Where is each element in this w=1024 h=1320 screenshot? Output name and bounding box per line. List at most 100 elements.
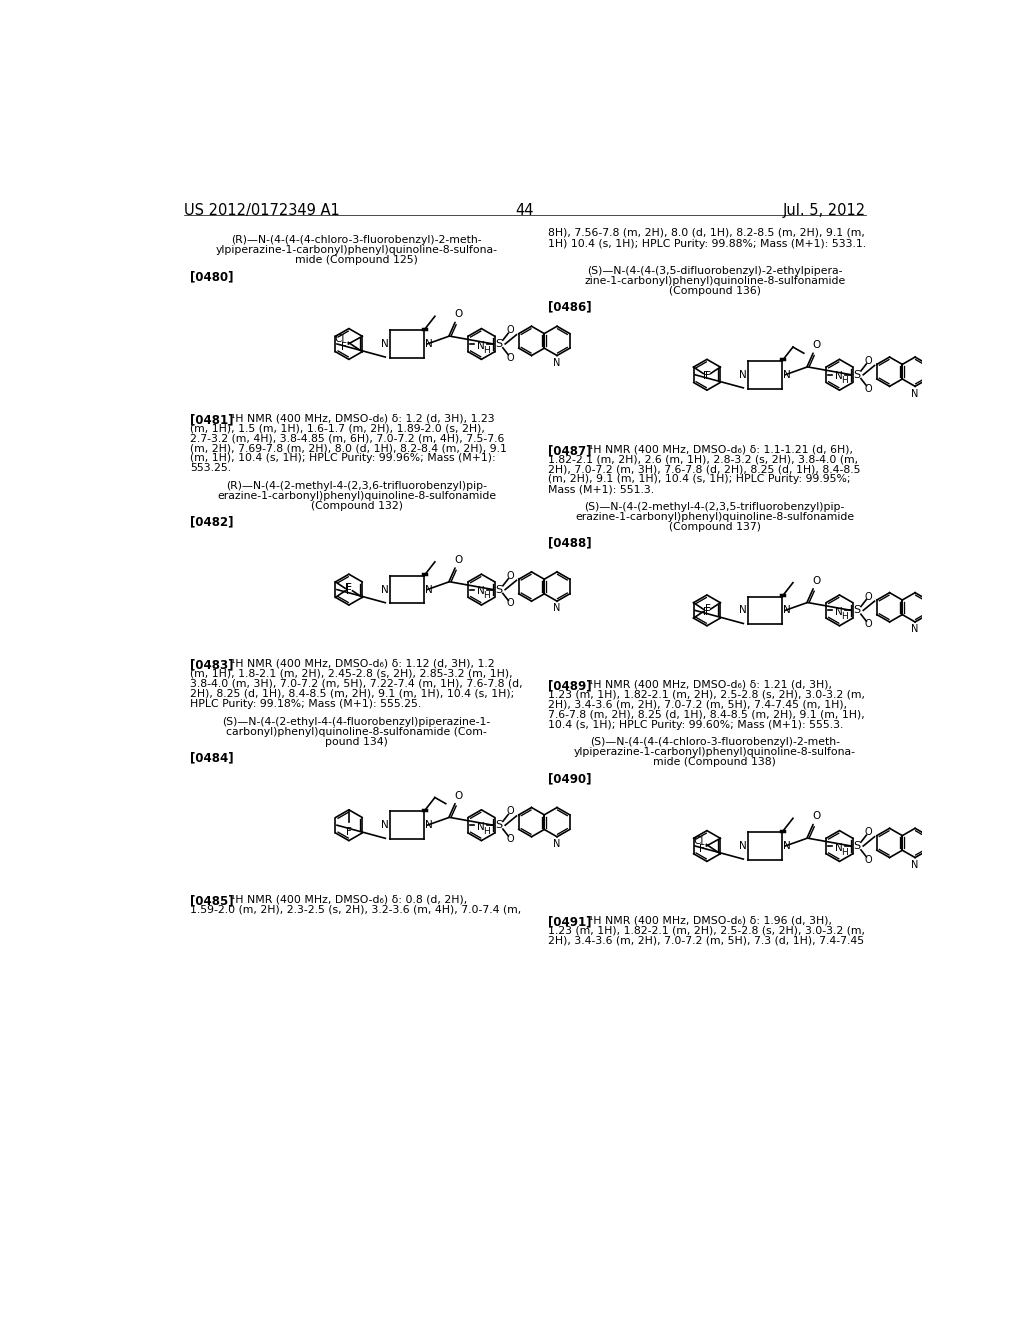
- Text: O: O: [506, 570, 514, 581]
- Text: [0485]: [0485]: [190, 895, 233, 908]
- Text: O: O: [506, 325, 514, 335]
- Text: ¹H NMR (400 MHz, DMSO-d₆) δ: 1.21 (d, 3H),: ¹H NMR (400 MHz, DMSO-d₆) δ: 1.21 (d, 3H…: [583, 680, 833, 689]
- Text: N: N: [553, 603, 561, 614]
- Text: F: F: [703, 371, 710, 381]
- Text: (R)—N-(4-(4-(4-chloro-3-fluorobenzyl)-2-meth-: (R)—N-(4-(4-(4-chloro-3-fluorobenzyl)-2-…: [231, 235, 482, 246]
- Text: US 2012/0172349 A1: US 2012/0172349 A1: [183, 203, 340, 218]
- Text: N: N: [553, 840, 561, 849]
- Text: 44: 44: [515, 203, 535, 218]
- Text: (m, 1H), 1.8-2.1 (m, 2H), 2.45-2.8 (s, 2H), 2.85-3.2 (m, 1H),: (m, 1H), 1.8-2.1 (m, 2H), 2.45-2.8 (s, 2…: [190, 669, 513, 678]
- Text: S: S: [853, 606, 860, 615]
- Text: 1.23 (m, 1H), 1.82-2.1 (m, 2H), 2.5-2.8 (s, 2H), 3.0-3.2 (m,: 1.23 (m, 1H), 1.82-2.1 (m, 2H), 2.5-2.8 …: [548, 925, 865, 936]
- Text: S: S: [853, 370, 860, 380]
- Text: N: N: [739, 841, 748, 851]
- Text: H: H: [483, 591, 489, 601]
- Text: 2H), 7.0-7.2 (m, 3H), 7.6-7.8 (d, 2H), 8.25 (d, 1H), 8.4-8.5: 2H), 7.0-7.2 (m, 3H), 7.6-7.8 (d, 2H), 8…: [548, 465, 860, 474]
- Text: (S)—N-(4-(2-ethyl-4-(4-fluorobenzyl)piperazine-1-: (S)—N-(4-(2-ethyl-4-(4-fluorobenzyl)pipe…: [222, 717, 490, 726]
- Text: F: F: [346, 826, 352, 837]
- Text: [0484]: [0484]: [190, 751, 233, 764]
- Text: mide (Compound 138): mide (Compound 138): [653, 758, 776, 767]
- Text: 2H), 8.25 (d, 1H), 8.4-8.5 (m, 2H), 9.1 (m, 1H), 10.4 (s, 1H);: 2H), 8.25 (d, 1H), 8.4-8.5 (m, 2H), 9.1 …: [190, 689, 514, 698]
- Text: 3.8-4.0 (m, 3H), 7.0-7.2 (m, 5H), 7.22-7.4 (m, 1H), 7.6-7.8 (d,: 3.8-4.0 (m, 3H), 7.0-7.2 (m, 5H), 7.22-7…: [190, 678, 522, 689]
- Text: pound 134): pound 134): [326, 737, 388, 747]
- Text: F: F: [346, 586, 352, 597]
- Text: O: O: [812, 812, 820, 821]
- Text: (m, 2H), 7.69-7.8 (m, 2H), 8.0 (d, 1H), 8.2-8.4 (m, 2H), 9.1: (m, 2H), 7.69-7.8 (m, 2H), 8.0 (d, 1H), …: [190, 444, 507, 453]
- Text: F: F: [345, 583, 351, 593]
- Text: N: N: [476, 586, 484, 597]
- Text: ¹H NMR (400 MHz, DMSO-d₆) δ: 1.12 (d, 3H), 1.2: ¹H NMR (400 MHz, DMSO-d₆) δ: 1.12 (d, 3H…: [224, 659, 495, 669]
- Text: H: H: [483, 346, 489, 355]
- Text: O: O: [864, 356, 871, 366]
- Text: N: N: [835, 842, 843, 853]
- Text: (S)—N-(4-(2-methyl-4-(2,3,5-trifluorobenzyl)pip-: (S)—N-(4-(2-methyl-4-(2,3,5-trifluoroben…: [585, 502, 845, 512]
- Text: H: H: [842, 847, 848, 857]
- Text: H: H: [483, 826, 489, 836]
- Text: Mass (M+1): 551.3.: Mass (M+1): 551.3.: [548, 484, 654, 494]
- Text: F: F: [703, 607, 710, 616]
- Text: O: O: [454, 309, 462, 319]
- Text: F: F: [346, 583, 352, 593]
- Text: N: N: [553, 358, 561, 368]
- Text: 8H), 7.56-7.8 (m, 2H), 8.0 (d, 1H), 8.2-8.5 (m, 2H), 9.1 (m,
1H) 10.4 (s, 1H); H: 8H), 7.56-7.8 (m, 2H), 8.0 (d, 1H), 8.2-…: [548, 227, 866, 249]
- Text: H: H: [842, 376, 848, 385]
- Text: mide (Compound 125): mide (Compound 125): [295, 256, 418, 265]
- Text: O: O: [864, 828, 871, 837]
- Text: 1.23 (m, 1H), 1.82-2.1 (m, 2H), 2.5-2.8 (s, 2H), 3.0-3.2 (m,: 1.23 (m, 1H), 1.82-2.1 (m, 2H), 2.5-2.8 …: [548, 689, 865, 700]
- Text: 1.59-2.0 (m, 2H), 2.3-2.5 (s, 2H), 3.2-3.6 (m, 4H), 7.0-7.4 (m,: 1.59-2.0 (m, 2H), 2.3-2.5 (s, 2H), 3.2-3…: [190, 904, 521, 915]
- Text: O: O: [864, 591, 871, 602]
- Text: Cl: Cl: [335, 334, 345, 345]
- Text: 1.82-2.1 (m, 2H), 2.6 (m, 1H), 2.8-3.2 (s, 2H), 3.8-4.0 (m,: 1.82-2.1 (m, 2H), 2.6 (m, 1H), 2.8-3.2 (…: [548, 454, 858, 465]
- Text: 2.7-3.2 (m, 4H), 3.8-4.85 (m, 6H), 7.0-7.2 (m, 4H), 7.5-7.6: 2.7-3.2 (m, 4H), 3.8-4.85 (m, 6H), 7.0-7…: [190, 433, 505, 444]
- Text: N: N: [425, 820, 432, 830]
- Text: N: N: [739, 370, 748, 380]
- Text: Cl: Cl: [693, 837, 703, 846]
- Text: [0491]: [0491]: [548, 915, 592, 928]
- Text: S: S: [496, 585, 503, 594]
- Text: O: O: [454, 554, 462, 565]
- Text: N: N: [425, 339, 432, 348]
- Text: O: O: [454, 791, 462, 800]
- Text: S: S: [496, 339, 503, 348]
- Text: N: N: [476, 341, 484, 351]
- Text: N: N: [835, 607, 843, 616]
- Text: [0481]: [0481]: [190, 413, 233, 426]
- Text: [0483]: [0483]: [190, 659, 233, 672]
- Text: F: F: [705, 603, 711, 614]
- Text: F: F: [705, 371, 711, 381]
- Text: [0490]: [0490]: [548, 772, 592, 785]
- Text: O: O: [506, 352, 514, 363]
- Text: F: F: [705, 607, 711, 616]
- Text: Jul. 5, 2012: Jul. 5, 2012: [782, 203, 866, 218]
- Text: ¹H NMR (400 MHz, DMSO-d₆) δ: 0.8 (d, 2H),: ¹H NMR (400 MHz, DMSO-d₆) δ: 0.8 (d, 2H)…: [224, 895, 467, 904]
- Text: (m, 1H), 10.4 (s, 1H); HPLC Purity: 99.96%; Mass (M+1):: (m, 1H), 10.4 (s, 1H); HPLC Purity: 99.9…: [190, 453, 496, 463]
- Text: HPLC Purity: 99.18%; Mass (M+1): 555.25.: HPLC Purity: 99.18%; Mass (M+1): 555.25.: [190, 700, 421, 709]
- Text: O: O: [506, 834, 514, 843]
- Text: [0482]: [0482]: [190, 516, 233, 529]
- Text: [0480]: [0480]: [190, 271, 233, 282]
- Text: (S)—N-(4-(4-(4-chloro-3-fluorobenzyl)-2-meth-: (S)—N-(4-(4-(4-chloro-3-fluorobenzyl)-2-…: [590, 738, 840, 747]
- Text: N: N: [425, 585, 432, 594]
- Text: 7.6-7.8 (m, 2H), 8.25 (d, 1H), 8.4-8.5 (m, 2H), 9.1 (m, 1H),: 7.6-7.8 (m, 2H), 8.25 (d, 1H), 8.4-8.5 (…: [548, 710, 865, 719]
- Text: carbonyl)phenyl)quinoline-8-sulfonamide (Com-: carbonyl)phenyl)quinoline-8-sulfonamide …: [226, 726, 487, 737]
- Text: O: O: [864, 384, 871, 393]
- Text: ylpiperazine-1-carbonyl)phenyl)quinoline-8-sulfona-: ylpiperazine-1-carbonyl)phenyl)quinoline…: [216, 246, 498, 255]
- Text: N: N: [911, 624, 919, 634]
- Text: (Compound 137): (Compound 137): [669, 521, 761, 532]
- Text: O: O: [864, 619, 871, 630]
- Text: N: N: [381, 585, 389, 594]
- Text: S: S: [496, 820, 503, 830]
- Text: [0489]: [0489]: [548, 680, 592, 693]
- Text: N: N: [381, 339, 389, 348]
- Text: (Compound 136): (Compound 136): [669, 286, 761, 296]
- Text: (m, 2H), 9.1 (m, 1H), 10.4 (s, 1H); HPLC Purity: 99.95%;: (m, 2H), 9.1 (m, 1H), 10.4 (s, 1H); HPLC…: [548, 474, 851, 484]
- Text: H: H: [842, 612, 848, 620]
- Text: ¹H NMR (400 MHz, DMSO-d₆) δ: 1.96 (d, 3H),: ¹H NMR (400 MHz, DMSO-d₆) δ: 1.96 (d, 3H…: [583, 915, 833, 925]
- Text: ylpiperazine-1-carbonyl)phenyl)quinoline-8-sulfona-: ylpiperazine-1-carbonyl)phenyl)quinoline…: [573, 747, 856, 758]
- Text: erazine-1-carbonyl)phenyl)quinoline-8-sulfonamide: erazine-1-carbonyl)phenyl)quinoline-8-su…: [217, 491, 497, 502]
- Text: (m, 1H), 1.5 (m, 1H), 1.6-1.7 (m, 2H), 1.89-2.0 (s, 2H),: (m, 1H), 1.5 (m, 1H), 1.6-1.7 (m, 2H), 1…: [190, 424, 485, 433]
- Text: (R)—N-(4-(2-methyl-4-(2,3,6-trifluorobenzyl)pip-: (R)—N-(4-(2-methyl-4-(2,3,6-trifluoroben…: [226, 480, 487, 491]
- Text: N: N: [783, 606, 791, 615]
- Text: ¹H NMR (400 MHz, DMSO-d₆) δ: 1.1-1.21 (d, 6H),: ¹H NMR (400 MHz, DMSO-d₆) δ: 1.1-1.21 (d…: [583, 444, 853, 454]
- Text: (S)—N-(4-(4-(3,5-difluorobenzyl)-2-ethylpipera-: (S)—N-(4-(4-(3,5-difluorobenzyl)-2-ethyl…: [587, 267, 843, 276]
